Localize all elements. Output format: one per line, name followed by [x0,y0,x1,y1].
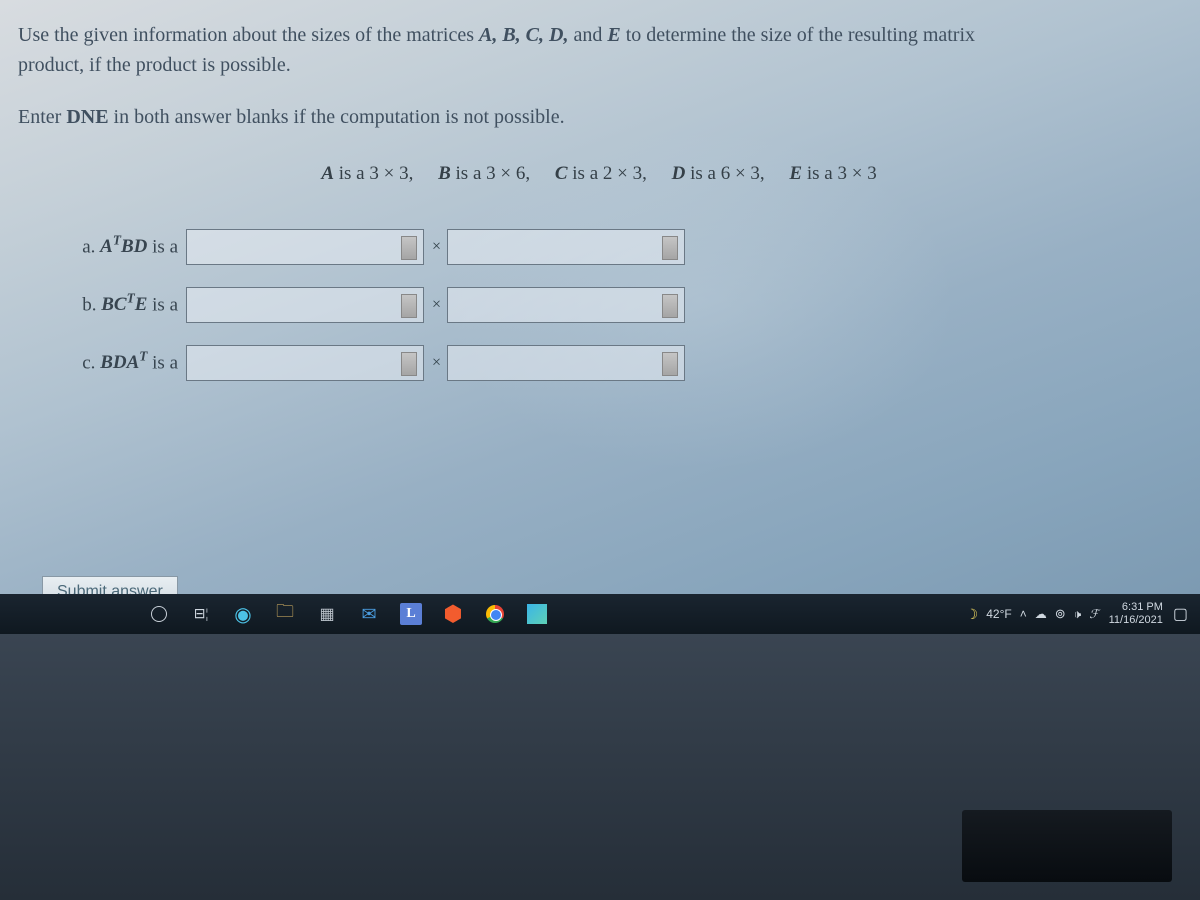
times-symbol: × [432,351,441,375]
desk-surface [0,634,1200,900]
tray-expand-icon[interactable]: ˄ [1020,607,1027,621]
clock[interactable]: 6:31 PM 11/16/2021 [1109,601,1163,627]
answer-row-c: c. BDAT is a × [48,345,1180,381]
edge-icon[interactable]: ◉ [228,599,258,629]
matrix-b-size: B is a 3 × 6, [438,160,530,189]
wifi-icon[interactable]: ⊚ [1055,606,1066,622]
task-view-icon[interactable]: ⊟¦ [186,599,216,629]
windows-taskbar: ⊟¦ ◉ 🗀 ▦ ✉ L ⬢ ☽ 42°F ˄ ☁ ⊚ 🕩 ℱ 6:31 PM … [0,594,1200,634]
row-c-rows-input[interactable] [186,345,424,381]
answer-row-a: a. ATBD is a × [48,229,1180,265]
volume-icon[interactable]: 🕩 [1074,607,1082,622]
times-symbol: × [432,293,441,317]
clock-date: 11/16/2021 [1109,614,1163,627]
matrix-c-size: C is a 2 × 3, [555,160,647,189]
system-tray: ☽ 42°F ˄ ☁ ⊚ 🕩 ℱ 6:31 PM 11/16/2021 ▢ [962,601,1192,627]
dne-instruction: Enter DNE in both answer blanks if the c… [18,102,1180,132]
store-icon[interactable]: ▦ [312,599,342,629]
row-b-rows-input[interactable] [186,287,424,323]
prompt-part2: to determine the size of the resulting m… [621,24,975,46]
l-app-icon[interactable]: L [396,599,426,629]
row-a-label: a. ATBD is a [48,231,186,262]
answer-rows: a. ATBD is a × b. BCTE is a × c. BDAT is… [48,229,1180,381]
row-c-label: c. BDAT is a [48,347,186,378]
matrix-a-size: A is a 3 × 3, [321,160,413,189]
notifications-icon[interactable]: ▢ [1173,604,1188,624]
row-a-rows-input[interactable] [186,229,424,265]
start-button[interactable] [144,599,174,629]
photos-icon[interactable] [522,599,552,629]
mail-icon[interactable]: ✉ [354,599,384,629]
prompt-and: and [568,24,607,46]
file-explorer-icon[interactable]: 🗀 [270,599,300,629]
row-a-cols-input[interactable] [447,229,685,265]
prompt-last-matrix: E [607,24,620,46]
weather-temp[interactable]: 42°F [986,607,1011,621]
row-b-label: b. BCTE is a [48,289,186,320]
matrix-e-size: E is a 3 × 3 [789,160,876,189]
question-prompt: Use the given information about the size… [18,20,1180,80]
clock-time: 6:31 PM [1109,601,1163,614]
onedrive-icon[interactable]: ☁ [1035,607,1047,621]
prompt-matrices: A, B, C, D, [479,24,568,46]
chrome-icon[interactable] [480,599,510,629]
phone-reflection [962,810,1172,882]
dne-prefix: Enter [18,106,66,128]
weather-icon[interactable]: ☽ [966,606,979,623]
question-content: Use the given information about the size… [18,20,1180,403]
matrix-d-size: D is a 6 × 3, [672,160,765,189]
question-screen: Use the given information about the size… [0,0,1200,632]
matrix-sizes-list: A is a 3 × 3, B is a 3 × 6, C is a 2 × 3… [18,160,1180,189]
prompt-part1: Use the given information about the size… [18,24,479,46]
dne-bold: DNE [66,106,108,128]
input-icon[interactable]: ℱ [1089,607,1098,621]
row-b-cols-input[interactable] [447,287,685,323]
brave-icon[interactable]: ⬢ [438,599,468,629]
times-symbol: × [432,235,441,259]
answer-row-b: b. BCTE is a × [48,287,1180,323]
row-c-cols-input[interactable] [447,345,685,381]
prompt-line2: product, if the product is possible. [18,54,291,76]
dne-suffix: in both answer blanks if the computation… [109,106,565,128]
